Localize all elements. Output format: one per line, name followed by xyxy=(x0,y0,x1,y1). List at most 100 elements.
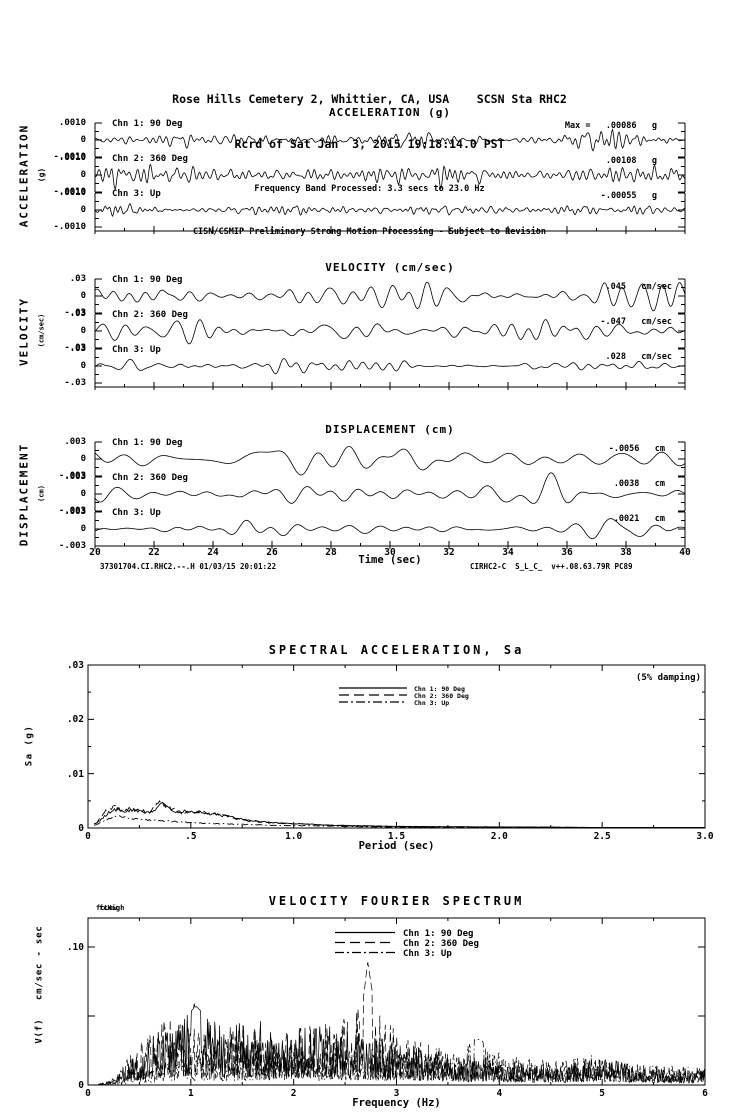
acceleration-title: ACCELERATION (g) xyxy=(329,106,451,119)
fc-high-marker: fcHigh xyxy=(99,904,125,912)
time-tick-label: 28 xyxy=(325,547,337,558)
channel-label: Chn 1: 90 Deg xyxy=(112,275,183,285)
time-tick-label: 22 xyxy=(148,547,160,558)
time-tick-label: 36 xyxy=(561,547,573,558)
sa-legend-label-3: Chn 3: Up xyxy=(414,699,450,707)
max-value-label: .0021 cm xyxy=(613,514,665,524)
channel-label: Chn 2: 360 Deg xyxy=(112,310,188,320)
sa-legend-label-1: Chn 1: 90 Deg xyxy=(414,685,465,693)
time-tick-label: 26 xyxy=(266,547,278,558)
displacement-title: DISPLACEMENT (cm) xyxy=(325,423,455,436)
frequency-band-note: Frequency Band Processed: 3.3 secs to 23… xyxy=(254,184,485,194)
sa-y-tick-label: .01 xyxy=(66,768,84,780)
sa-legend-label-2: Chn 2: 360 Deg xyxy=(414,692,469,700)
max-value-label: -.047 cm/sec xyxy=(600,317,672,327)
sa-legend-line-dashed-icon xyxy=(337,692,409,698)
y-tick-label: -.0010 xyxy=(53,222,86,232)
y-tick-label: 0 xyxy=(80,454,86,464)
record-filename: 37301704.CI.RHC2.--.H 01/03/15 20:01:22 xyxy=(100,562,277,571)
y-tick-label: -.0010 xyxy=(53,152,86,162)
station-title: Rose Hills Cemetery 2, Whittier, CA, USA… xyxy=(172,92,567,106)
max-value-label: -.00055 g xyxy=(600,191,657,201)
fourier-x-tick-label: 4 xyxy=(496,1088,503,1099)
y-tick-label: .0010 xyxy=(58,188,86,198)
y-tick-label: .003 xyxy=(64,507,86,517)
fourier-x-tick-label: 3 xyxy=(393,1088,400,1099)
time-tick-label: 38 xyxy=(620,547,632,558)
time-axis-name: Time (sec) xyxy=(358,554,422,566)
sa-x-tick-label: 2.5 xyxy=(593,831,611,842)
max-value-label: Max = .00086 g xyxy=(564,121,657,131)
time-tick-label: 32 xyxy=(443,547,455,558)
sa-axis-label: Sa (g) xyxy=(24,724,35,767)
y-tick-label: 0 xyxy=(80,489,86,499)
report-header: Rose Hills Cemetery 2, Whittier, CA, USA… xyxy=(0,62,739,268)
fourier-x-tick-label: 1 xyxy=(187,1088,194,1099)
fourier-spectrum-title: VELOCITY FOURIER SPECTRUM xyxy=(268,894,525,908)
y-tick-label: 0 xyxy=(80,524,86,534)
fc-low-marker: fcLow xyxy=(96,904,118,912)
channel-label: Chn 3: Up xyxy=(112,345,161,355)
processing-version: CIRHC2-C S_L_C_ v++.08.63.79R PC89 xyxy=(470,562,633,571)
y-tick-label: 0 xyxy=(80,361,86,371)
channel-label: Chn 3: Up xyxy=(112,508,161,518)
y-tick-label: -.0010 xyxy=(53,187,86,197)
y-tick-label: 0 xyxy=(80,326,86,336)
sa-x-tick-label: 1.5 xyxy=(387,831,406,842)
record-date: Rcrd of Sat Jan 3, 2015 19:18:14.0 PST xyxy=(234,136,505,151)
sa-x-tick-label: 0 xyxy=(85,831,91,842)
sa-x-tick-label: 1.0 xyxy=(285,831,303,842)
period-axis-name: Period (sec) xyxy=(358,840,435,852)
fourier-legend-line-dashdot-icon xyxy=(333,949,397,956)
y-tick-label: .003 xyxy=(64,437,86,447)
fourier-legend-line-dashed-icon xyxy=(333,939,397,946)
processing-note: CISN/CSMIP Preliminary Strong Motion Pro… xyxy=(192,226,547,237)
y-tick-label: 0 xyxy=(80,205,86,215)
fourier-legend-line-solid-icon xyxy=(333,929,397,936)
fourier-x-tick-label: 2 xyxy=(290,1088,297,1099)
fourier-x-tick-label: 0 xyxy=(85,1088,91,1099)
sa-legend-line-dashdot-icon xyxy=(337,699,409,705)
y-tick-label: -.003 xyxy=(58,541,86,551)
y-tick-label: .03 xyxy=(69,274,86,284)
fourier-legend-label-2: Chn 2: 360 Deg xyxy=(403,939,479,949)
sa-y-tick-label: 0 xyxy=(78,823,84,834)
y-tick-label: .003 xyxy=(64,472,86,482)
y-tick-label: -.03 xyxy=(64,378,86,388)
y-tick-label: -.03 xyxy=(64,343,86,353)
fourier-legend-label-1: Chn 1: 90 Deg xyxy=(403,929,474,939)
y-tick-label: 0 xyxy=(80,135,86,145)
fourier-x-tick-label: 6 xyxy=(702,1088,708,1099)
time-tick-label: 24 xyxy=(207,547,219,558)
y-tick-label: -.003 xyxy=(58,471,86,481)
y-tick-label: .03 xyxy=(69,309,86,319)
time-tick-label: 40 xyxy=(679,547,691,558)
time-tick-label: 20 xyxy=(89,547,101,558)
sa-x-tick-label: .5 xyxy=(185,831,197,842)
max-value-label: -.0056 cm xyxy=(608,444,665,454)
sa-y-tick-label: .03 xyxy=(66,660,84,671)
y-tick-label: .0010 xyxy=(58,118,86,128)
sa-y-tick-label: .02 xyxy=(66,714,84,726)
frequency-axis-name: Frequency (Hz) xyxy=(352,1097,441,1109)
max-value-label: .045 cm/sec xyxy=(605,282,672,292)
channel-label: Chn 2: 360 Deg xyxy=(112,154,188,164)
channel-label: Chn 3: Up xyxy=(112,189,161,199)
fourier-legend-label-3: Chn 3: Up xyxy=(403,949,452,959)
sa-x-tick-label: 3.0 xyxy=(696,831,714,842)
max-value-label: .00108 g xyxy=(605,156,657,166)
y-tick-label: -.003 xyxy=(58,506,86,516)
channel-label: Chn 2: 360 Deg xyxy=(112,473,188,483)
sa-legend-line-solid-icon xyxy=(337,685,409,691)
fourier-axis-label: V(f) cm/sec - sec xyxy=(34,925,45,1044)
channel-label: Chn 1: 90 Deg xyxy=(112,438,183,448)
y-tick-label: .0010 xyxy=(58,153,86,163)
y-tick-label: -.03 xyxy=(64,308,86,318)
fourier-y-tick-label: .10 xyxy=(66,942,84,953)
max-value-label: .028 cm/sec xyxy=(605,352,672,362)
damping-annotation: (5% damping) xyxy=(635,673,701,683)
sa-x-tick-label: 2.0 xyxy=(490,831,508,842)
time-tick-label: 34 xyxy=(502,547,514,558)
